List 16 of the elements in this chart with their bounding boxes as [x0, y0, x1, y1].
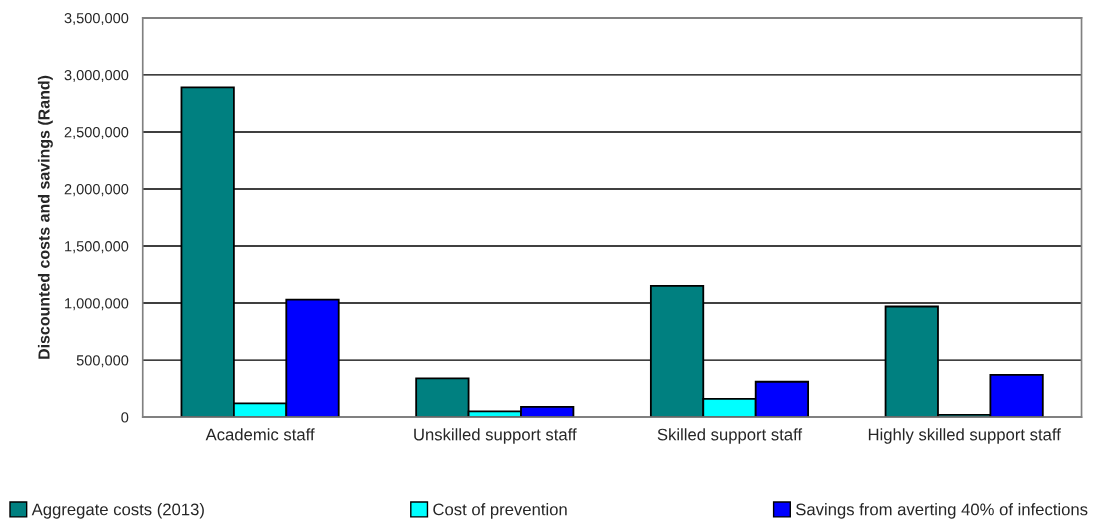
x-tick-label: Skilled support staff — [657, 428, 803, 444]
y-tick-label: 2,000,000 — [64, 184, 129, 197]
x-tick-label: Unskilled support staff — [414, 428, 577, 444]
y-tick-label: 1,000,000 — [65, 298, 129, 311]
legend-label: Savings from averting 40% of infections — [796, 503, 1088, 519]
y-tick-label: 3,500,000 — [64, 12, 129, 26]
legend-label: Cost of prevention — [433, 503, 567, 519]
x-tick-label: Highly skilled support staff — [868, 428, 1061, 444]
y-tick-label: 2,500,000 — [64, 127, 129, 140]
y-tick-label: 1,500,000 — [65, 241, 129, 254]
y-tick-label: 3,000,000 — [64, 70, 129, 83]
y-tick-label: 0 — [121, 412, 129, 423]
y-tick-label: 500,000 — [76, 355, 129, 368]
x-tick-label: Academic staff — [205, 428, 315, 441]
legend-label: Aggregate costs (2013) — [31, 503, 204, 519]
y-axis-title: Discounted costs and savings (Rand) — [37, 75, 53, 359]
